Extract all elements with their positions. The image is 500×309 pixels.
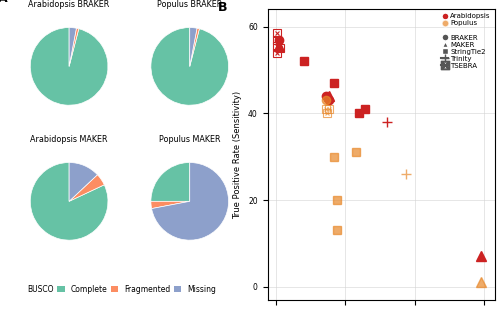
Wedge shape bbox=[69, 175, 104, 201]
Title: Populus MAKER: Populus MAKER bbox=[159, 135, 220, 144]
Text: A: A bbox=[0, 0, 8, 5]
Wedge shape bbox=[69, 28, 76, 66]
Legend: Arabidopsis, Populus, , BRAKER, MAKER, StringTie2, Trinity, TSEBRA: Arabidopsis, Populus, , BRAKER, MAKER, S… bbox=[440, 13, 492, 70]
Wedge shape bbox=[69, 28, 79, 66]
Title: Populus BRAKER: Populus BRAKER bbox=[157, 0, 222, 9]
Title: Arabidopsis BRAKER: Arabidopsis BRAKER bbox=[28, 0, 110, 9]
Wedge shape bbox=[30, 163, 108, 240]
Wedge shape bbox=[190, 28, 197, 66]
Wedge shape bbox=[30, 28, 108, 105]
Legend: BUSCO, Complete, Fragmented, Missing: BUSCO, Complete, Fragmented, Missing bbox=[14, 285, 216, 294]
Y-axis label: True Positive Rate (Sensitivity): True Positive Rate (Sensitivity) bbox=[234, 91, 242, 218]
Wedge shape bbox=[152, 163, 228, 240]
Title: Arabidopsis MAKER: Arabidopsis MAKER bbox=[30, 135, 108, 144]
Wedge shape bbox=[151, 163, 190, 201]
Text: B: B bbox=[218, 1, 227, 14]
Wedge shape bbox=[151, 201, 190, 209]
Wedge shape bbox=[69, 163, 98, 201]
Wedge shape bbox=[190, 28, 200, 66]
Wedge shape bbox=[151, 28, 228, 105]
